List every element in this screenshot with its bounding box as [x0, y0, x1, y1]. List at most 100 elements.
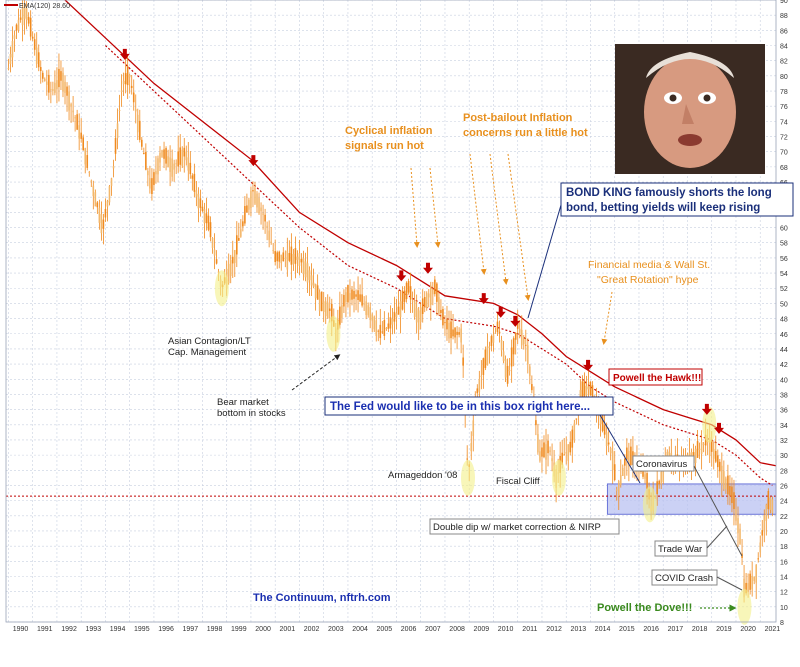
candle-body — [609, 448, 612, 454]
highlight-layer — [214, 270, 752, 625]
candle-body — [405, 282, 408, 300]
candle-body — [141, 139, 143, 147]
candle-body — [619, 475, 622, 486]
candle-body — [238, 237, 240, 241]
candle-body — [719, 461, 721, 472]
candle-body — [482, 358, 485, 375]
candle-body — [25, 8, 28, 21]
candle-body — [446, 319, 448, 330]
candle-body — [302, 258, 305, 275]
candle-body — [102, 219, 105, 229]
candle-body — [535, 420, 537, 426]
candle-body — [488, 346, 491, 348]
y-tick-label: 22 — [780, 514, 788, 521]
candle-body — [733, 492, 735, 510]
tradewar-label: Trade War — [658, 544, 702, 555]
candle-body — [500, 340, 503, 351]
candle-body — [367, 305, 369, 316]
candle-body — [767, 490, 770, 510]
candle-body — [197, 193, 200, 209]
candle-body — [306, 263, 309, 283]
candle-body — [195, 190, 198, 197]
candle-body — [484, 349, 487, 368]
candle-body — [7, 68, 10, 70]
highlight-low — [551, 459, 566, 496]
cyclical-label-2: signals run hot — [345, 140, 424, 152]
candle-body — [96, 202, 99, 208]
candle-body — [308, 270, 311, 281]
candle-body — [33, 39, 36, 50]
candle-body — [436, 283, 438, 302]
candle-body — [537, 434, 539, 453]
candle-body — [48, 74, 50, 93]
candle-body — [492, 334, 495, 343]
candle-body — [60, 71, 62, 81]
candle-body — [347, 284, 349, 303]
candle-body — [413, 301, 416, 318]
candle-body — [185, 151, 188, 161]
candle-body — [458, 332, 460, 335]
candle-body — [147, 170, 149, 176]
candle-body — [470, 443, 473, 452]
candle-body — [454, 327, 456, 338]
candle-body — [343, 294, 345, 307]
x-tick-label: 2017 — [668, 626, 684, 633]
candle-body — [250, 190, 252, 208]
candle-body — [320, 291, 323, 311]
candle-body — [161, 150, 163, 157]
continuum-label: The Continuum, nftrh.com — [253, 592, 391, 604]
candle-body — [529, 366, 531, 377]
candle-body — [39, 67, 42, 72]
candle-body — [480, 375, 483, 377]
candle-body — [551, 458, 553, 462]
candle-body — [587, 386, 590, 390]
y-tick-label: 20 — [780, 529, 788, 536]
candle-body — [702, 443, 705, 445]
financial-label-2: "Great Rotation" hype — [597, 274, 699, 286]
candle-body — [171, 158, 173, 177]
candle-body — [191, 175, 194, 179]
sell-arrow — [714, 422, 725, 434]
x-tick-label: 2021 — [765, 626, 781, 633]
x-tick-label: 2002 — [304, 626, 320, 633]
y-tick-label: 40 — [780, 377, 788, 384]
candle-body — [58, 68, 60, 88]
candle-body — [304, 261, 307, 278]
candle-body — [244, 206, 246, 224]
candle-body — [765, 504, 768, 521]
candle-body — [725, 478, 727, 490]
candle-body — [359, 294, 361, 302]
candle-body — [177, 151, 179, 167]
x-tick-label: 2019 — [716, 626, 732, 633]
candle-body — [130, 85, 133, 89]
y-tick-label: 12 — [780, 590, 788, 597]
candle-body — [56, 80, 58, 90]
candle-body — [272, 249, 274, 251]
candle-body — [235, 235, 238, 255]
x-tick-label: 1998 — [207, 626, 223, 633]
candle-body — [229, 259, 232, 276]
candle-body — [721, 465, 723, 485]
candle-body — [209, 222, 212, 238]
candle-body — [462, 357, 464, 366]
y-tick-label: 68 — [780, 165, 788, 172]
ema-dotted-line — [105, 45, 773, 486]
candle-body — [581, 381, 584, 400]
corona-pointer — [693, 465, 743, 557]
candle-body — [751, 575, 753, 590]
y-tick-label: 24 — [780, 499, 788, 506]
candle-body — [626, 447, 628, 460]
candle-body — [452, 329, 454, 337]
y-tick-label: 18 — [780, 544, 788, 551]
candle-body — [207, 215, 210, 230]
candle-body — [326, 302, 329, 319]
candle-body — [357, 290, 359, 300]
candle-body — [286, 250, 289, 270]
y-tick-label: 42 — [780, 362, 788, 369]
y-tick-label: 30 — [780, 453, 788, 460]
x-tick-label: 1995 — [134, 626, 150, 633]
candle-body — [737, 518, 739, 534]
y-tick-label: 10 — [780, 605, 788, 612]
sell-arrow — [396, 270, 407, 282]
highlight-low — [737, 588, 752, 625]
